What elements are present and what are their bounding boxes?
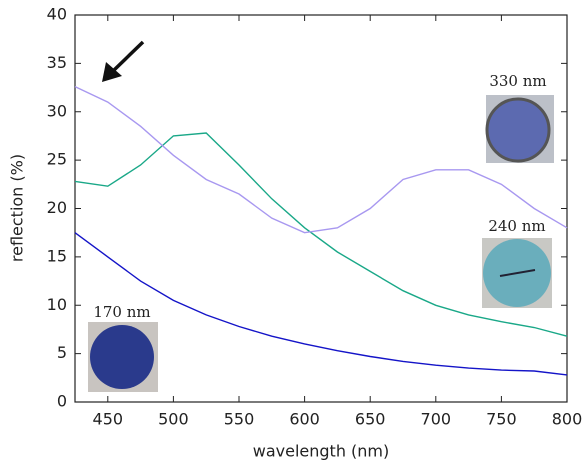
x-tick-label: 650 bbox=[355, 410, 386, 429]
x-tick-label: 450 bbox=[93, 410, 124, 429]
y-tick-label: 15 bbox=[47, 246, 67, 265]
y-tick-label: 0 bbox=[57, 392, 67, 411]
y-tick-label: 30 bbox=[47, 101, 67, 120]
y-tick-label: 10 bbox=[47, 295, 67, 314]
y-tick-label: 20 bbox=[47, 198, 67, 217]
x-tick-label: 550 bbox=[224, 410, 255, 429]
chart: wavelength (nm) reflection (%) 0 5 10 15 20 2… bbox=[0, 0, 587, 468]
x-tick-label: 800 bbox=[552, 410, 583, 429]
photo-240 bbox=[482, 238, 552, 308]
x-tick-label: 700 bbox=[421, 410, 452, 429]
x-axis-label: wavelength (nm) bbox=[253, 442, 390, 461]
photo-disc bbox=[487, 99, 549, 161]
annotation: 330 nm bbox=[489, 72, 546, 90]
arrow-shaft bbox=[112, 42, 143, 72]
x-tick-label: 500 bbox=[158, 410, 189, 429]
y-tick-label: 5 bbox=[57, 343, 67, 362]
y-tick-label: 25 bbox=[47, 150, 67, 169]
photo-disc bbox=[90, 325, 154, 389]
photo-330 bbox=[486, 95, 554, 163]
arrow bbox=[102, 42, 143, 82]
y-axis-label: reflection (%) bbox=[8, 154, 27, 262]
annotation: 170 nm bbox=[93, 303, 150, 321]
photo-170 bbox=[88, 322, 158, 392]
annotation: 240 nm bbox=[488, 217, 545, 235]
x-tick-label: 600 bbox=[289, 410, 320, 429]
x-tick-label: 750 bbox=[486, 410, 517, 429]
y-tick-label: 35 bbox=[47, 53, 67, 72]
y-tick-label: 40 bbox=[47, 5, 67, 24]
